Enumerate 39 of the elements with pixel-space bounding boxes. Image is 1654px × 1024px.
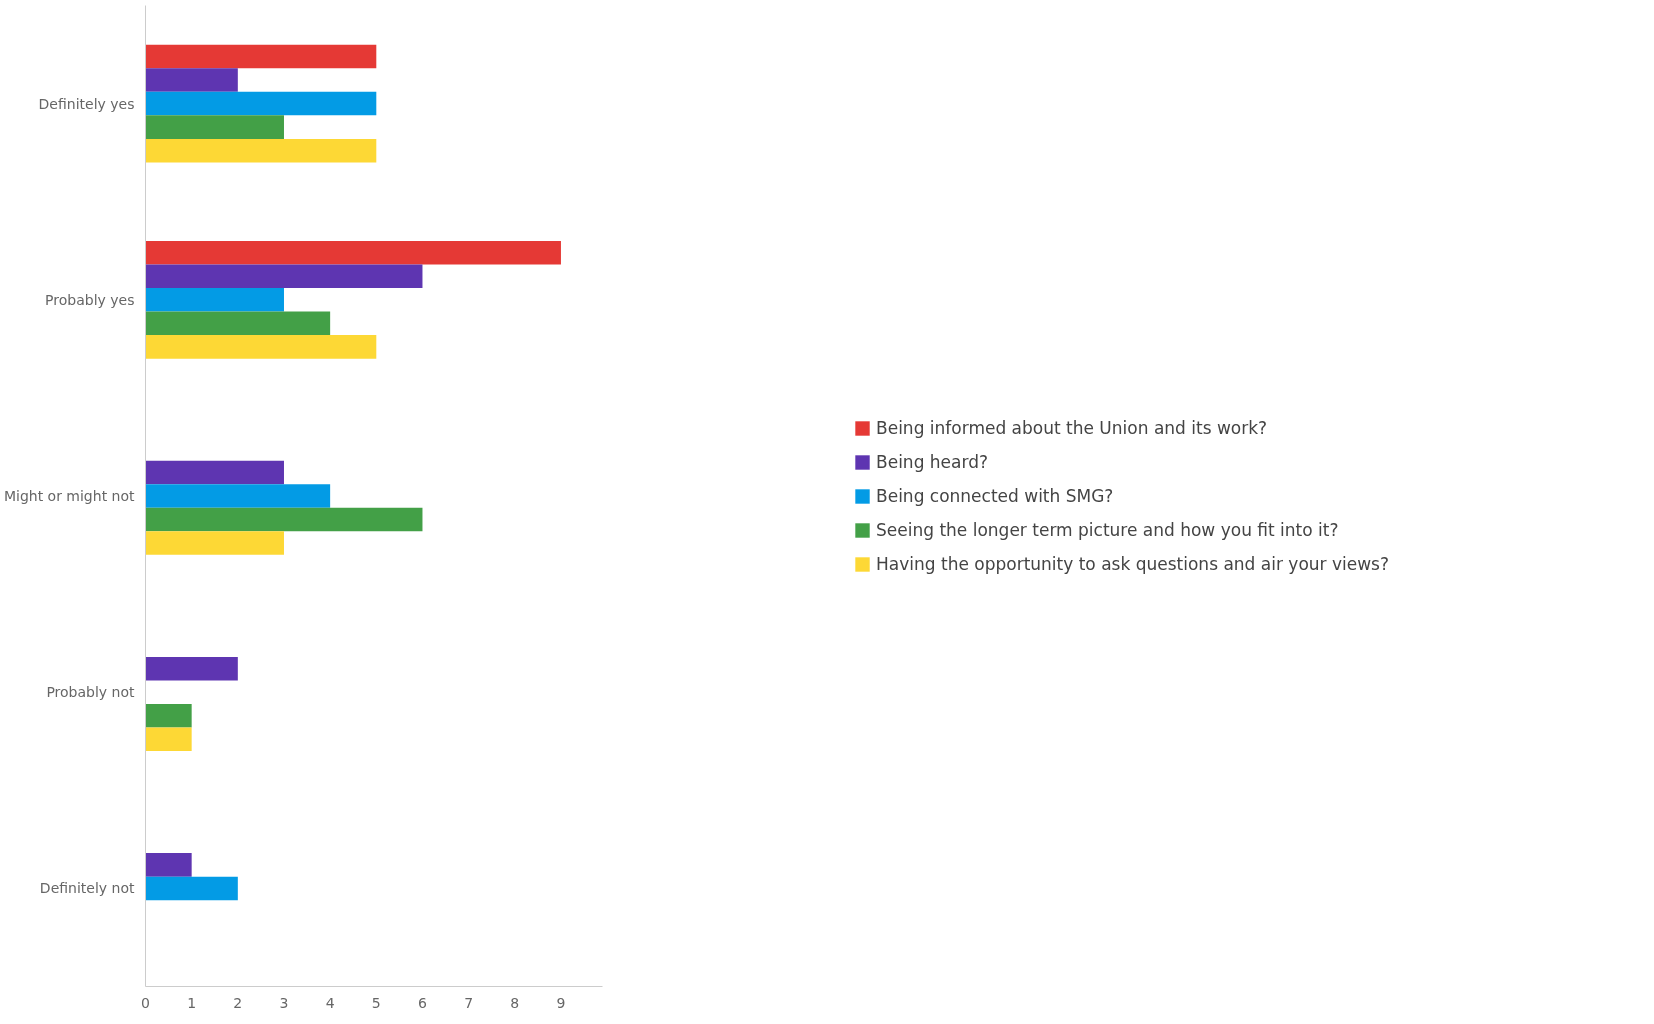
bar <box>145 507 423 532</box>
bar <box>145 727 192 752</box>
y-tick-label: Definitely yes <box>38 95 135 112</box>
bar <box>145 703 192 728</box>
bar <box>145 44 377 69</box>
bar <box>145 288 284 312</box>
legend-label: Being heard? <box>876 451 988 472</box>
bar <box>145 853 192 877</box>
x-tick-label: 2 <box>233 994 243 1011</box>
y-tick-label: Definitely not <box>39 880 136 897</box>
y-tick-label: Probably yes <box>45 291 135 308</box>
y-tick-label: Might or might not <box>3 488 136 504</box>
legend-label: Seeing the longer term picture and how you fit into it? <box>876 519 1339 540</box>
bar <box>145 311 331 336</box>
x-tick-label: 9 <box>556 994 566 1011</box>
x-tick-label: 0 <box>141 994 150 1011</box>
x-tick-label: 1 <box>187 994 197 1011</box>
bar <box>145 264 423 289</box>
x-tick-label: 8 <box>510 994 520 1011</box>
x-tick-label: 3 <box>279 994 289 1011</box>
y-tick-label: Probably not <box>46 684 136 701</box>
bar <box>145 335 377 359</box>
bar <box>145 115 284 139</box>
x-tick-label: 7 <box>464 994 474 1011</box>
bar <box>145 68 238 92</box>
bar <box>145 460 284 485</box>
bar <box>145 484 331 508</box>
x-tick-label: 5 <box>371 994 381 1011</box>
x-tick-label: 6 <box>418 994 428 1011</box>
bar <box>145 531 284 555</box>
legend-label: Being connected with SMG? <box>876 485 1114 506</box>
legend-label: Being informed about the Union and its work? <box>876 417 1268 438</box>
bar <box>145 240 561 265</box>
bar <box>145 876 238 901</box>
bar <box>145 656 238 681</box>
legend-label: Having the opportunity to ask questions and air your views? <box>876 553 1389 574</box>
x-tick-label: 4 <box>325 994 335 1011</box>
bar <box>145 138 377 163</box>
bar <box>145 91 377 116</box>
